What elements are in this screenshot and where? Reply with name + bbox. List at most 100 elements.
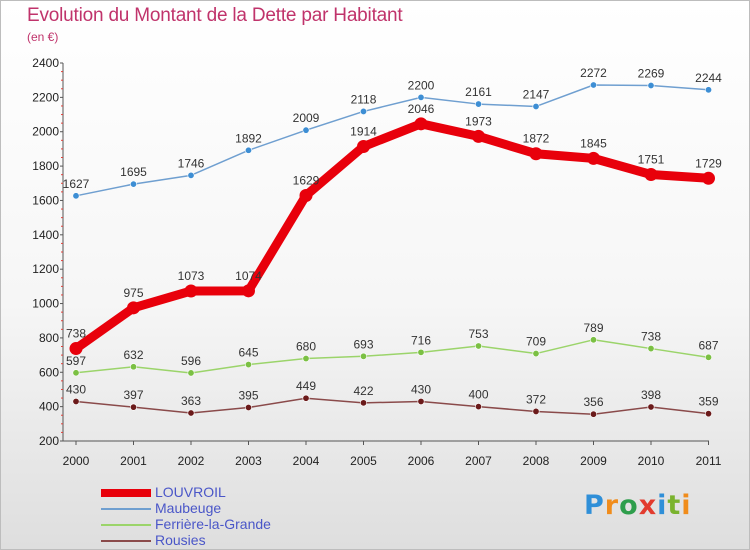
data-point xyxy=(72,397,80,405)
data-point xyxy=(587,151,600,165)
y-tick-label: 2000 xyxy=(32,125,59,139)
legend-swatch xyxy=(101,508,151,510)
data-point xyxy=(245,403,253,411)
data-label: 632 xyxy=(123,348,143,362)
data-point xyxy=(359,107,367,115)
legend: LOUVROIL Maubeuge Ferrière-la-Grande Rousie… xyxy=(101,484,361,549)
data-point xyxy=(589,336,597,344)
data-label: 2046 xyxy=(408,102,435,116)
data-label: 2244 xyxy=(695,71,722,85)
data-label: 2009 xyxy=(293,111,320,125)
data-label: 597 xyxy=(66,354,86,368)
data-point xyxy=(302,126,310,134)
data-point xyxy=(69,342,83,356)
data-label: 1872 xyxy=(523,132,550,146)
data-point xyxy=(302,355,310,363)
data-point xyxy=(357,140,370,154)
data-point xyxy=(589,81,597,89)
data-label: 1973 xyxy=(465,114,492,128)
data-point xyxy=(704,410,712,418)
data-point xyxy=(647,345,655,353)
data-point xyxy=(299,188,313,202)
data-point xyxy=(474,403,482,411)
y-tick-label: 1000 xyxy=(32,297,59,311)
x-tick-label: 2001 xyxy=(120,454,147,468)
data-label: 687 xyxy=(698,338,718,352)
data-point xyxy=(72,369,80,377)
data-label: 1746 xyxy=(178,156,205,170)
x-tick-label: 2011 xyxy=(696,454,722,468)
data-label: 400 xyxy=(468,388,488,402)
data-point xyxy=(647,82,655,90)
y-tick-label: 2200 xyxy=(32,90,59,104)
data-label: 2269 xyxy=(638,67,665,81)
data-point xyxy=(589,410,597,418)
data-point xyxy=(130,403,138,411)
x-tick-label: 2004 xyxy=(293,454,320,468)
data-label: 1695 xyxy=(120,165,147,179)
data-point xyxy=(417,348,425,356)
data-label: 716 xyxy=(411,333,431,347)
x-tick-label: 2009 xyxy=(580,454,607,468)
data-label: 1729 xyxy=(695,156,722,170)
data-label: 359 xyxy=(698,395,718,409)
data-point xyxy=(242,284,255,298)
data-point xyxy=(647,403,655,411)
x-tick-label: 2003 xyxy=(235,454,262,468)
data-point xyxy=(417,93,425,101)
data-label: 789 xyxy=(583,321,603,335)
series-line-rousies xyxy=(75,397,710,415)
data-point xyxy=(417,397,425,405)
data-point xyxy=(245,146,253,154)
data-label: 1629 xyxy=(293,173,320,187)
legend-label: LOUVROIL xyxy=(155,484,226,500)
data-point xyxy=(472,129,485,143)
x-tick-label: 2010 xyxy=(638,454,665,468)
proxiti-logo: Proxiti xyxy=(584,490,692,521)
legend-item: Rousies xyxy=(101,532,361,549)
data-point xyxy=(359,352,367,360)
data-point xyxy=(704,86,712,94)
data-point xyxy=(532,102,540,110)
y-tick-label: 600 xyxy=(39,365,59,379)
data-point xyxy=(302,394,310,402)
data-label: 680 xyxy=(296,340,316,354)
data-label: 1074 xyxy=(235,269,262,283)
data-label: 2200 xyxy=(408,78,435,92)
legend-label: Ferrière-la-Grande xyxy=(155,516,271,532)
data-label: 2161 xyxy=(465,85,492,99)
y-tick-label: 2400 xyxy=(32,56,59,70)
data-point xyxy=(187,171,195,179)
data-label: 398 xyxy=(641,388,661,402)
data-label: 395 xyxy=(238,388,258,402)
data-point xyxy=(130,363,138,371)
legend-swatch xyxy=(101,540,151,542)
unit-label: (en €) xyxy=(27,30,59,44)
x-tick-label: 2007 xyxy=(465,454,492,468)
legend-swatch xyxy=(101,524,151,526)
data-label: 1892 xyxy=(235,131,262,145)
data-label: 363 xyxy=(181,394,201,408)
legend-item: Ferrière-la-Grande xyxy=(101,516,361,533)
data-point xyxy=(187,369,195,377)
legend-item: Maubeuge xyxy=(101,500,361,517)
data-label: 975 xyxy=(123,286,143,300)
series-line-ferri-re-la-grande xyxy=(75,339,710,374)
data-label: 2118 xyxy=(351,92,377,106)
data-label: 449 xyxy=(296,379,316,393)
data-label: 1751 xyxy=(638,153,665,167)
y-tick-label: 400 xyxy=(39,400,59,414)
data-point xyxy=(127,301,140,315)
data-point xyxy=(702,171,715,185)
data-point xyxy=(359,399,367,407)
data-point xyxy=(130,180,138,188)
y-tick-label: 1400 xyxy=(32,228,59,242)
data-point xyxy=(414,117,428,131)
data-point xyxy=(72,192,80,200)
data-point xyxy=(529,147,543,161)
series-line-louvroil xyxy=(71,119,713,354)
y-tick-label: 1800 xyxy=(32,159,59,173)
data-point xyxy=(474,342,482,350)
data-label: 738 xyxy=(641,330,661,344)
